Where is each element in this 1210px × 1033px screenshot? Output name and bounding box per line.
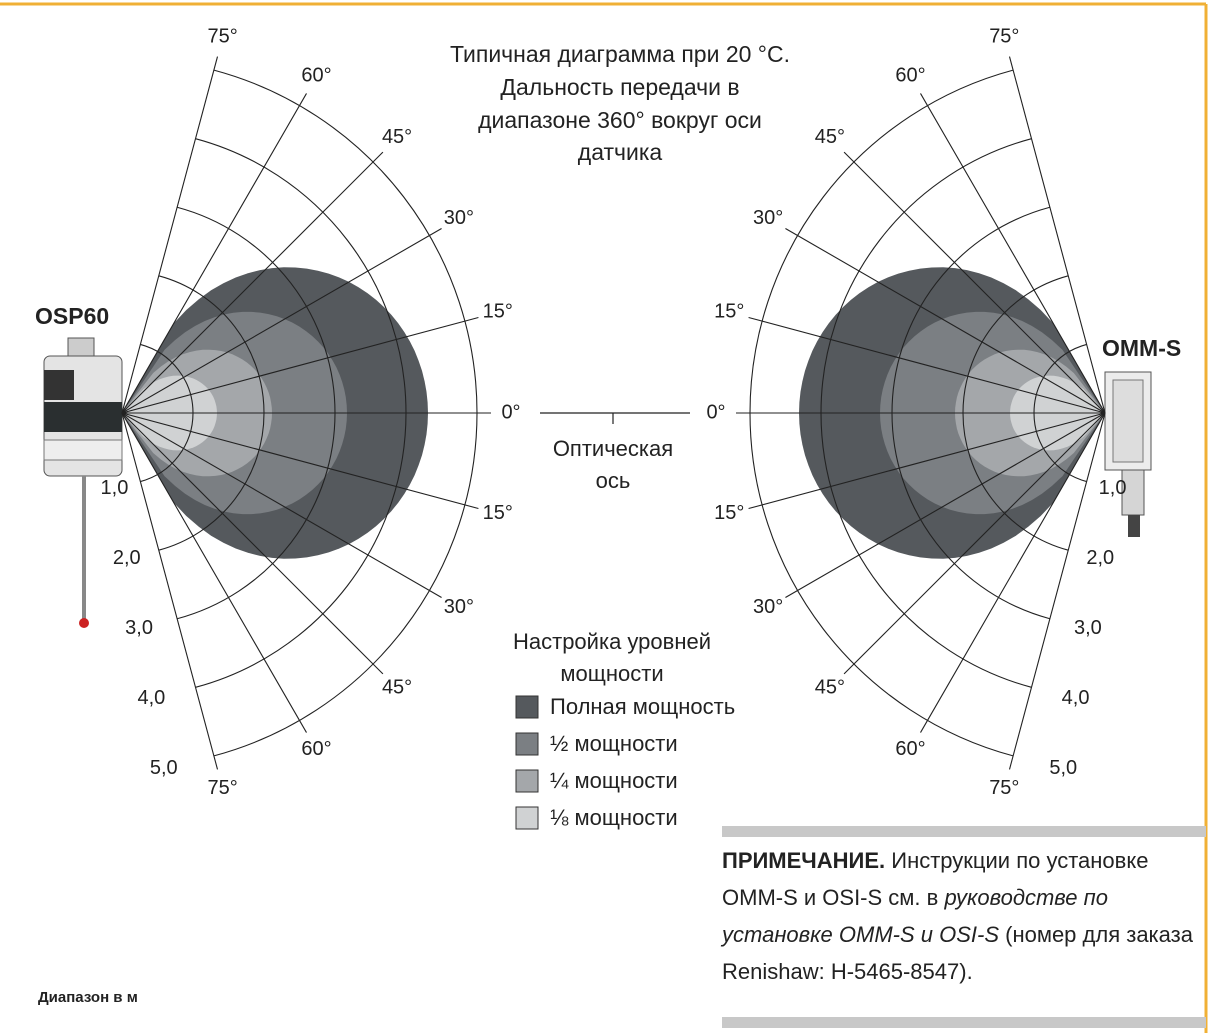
angle-spoke: [920, 93, 1106, 414]
osp60-device: [43, 337, 123, 628]
note-text: (номер для заказа Renishaw: H-5465-8547)…: [722, 922, 1193, 984]
legend-label: ½ мощности: [550, 731, 678, 756]
angle-spoke: [121, 412, 219, 770]
angle-label: 15°: [714, 301, 744, 323]
device-label: OSP60: [35, 303, 109, 329]
angle-label: 30°: [444, 207, 474, 229]
angle-label: 0°: [706, 401, 725, 423]
angle-label: 45°: [382, 126, 412, 148]
legend-swatch: [515, 732, 539, 756]
angle-spoke: [121, 412, 307, 733]
angle-label: 45°: [382, 676, 412, 698]
range-label: 5,0: [150, 757, 178, 779]
angle-spoke: [121, 412, 442, 598]
angle-label: 75°: [989, 777, 1019, 799]
range-label: 2,0: [1086, 547, 1114, 569]
angle-spoke: [1008, 56, 1106, 414]
left-polar: 1,0 2,0 3,0 4,0 5,0 15° 30° 45° 60° 75° 15° 30° 45° 6…: [101, 26, 521, 799]
angle-label: 45°: [815, 126, 845, 148]
range-label: 1,0: [1099, 477, 1127, 499]
right-polar: 1,0 2,0 3,0 4,0 5,0 15° 30° 45° 60° 75° 15° 30° 45° 6…: [706, 26, 1126, 799]
title-line: Дальность передачи в: [500, 74, 739, 100]
range-label: 3,0: [125, 617, 153, 639]
note-bar: [722, 1017, 1206, 1028]
legend-title: мощности: [560, 661, 663, 686]
angle-spoke: [785, 412, 1106, 598]
range-label: 1,0: [101, 477, 129, 499]
range-label: 3,0: [1074, 617, 1102, 639]
angle-label: 30°: [444, 596, 474, 618]
angle-spoke: [785, 228, 1106, 414]
range-label: 4,0: [138, 687, 166, 709]
angle-label: 30°: [753, 596, 783, 618]
angle-label: 15°: [483, 301, 513, 323]
angle-label: 60°: [895, 738, 925, 760]
note-bar: [722, 826, 1206, 837]
angle-label: 15°: [714, 502, 744, 524]
angle-spoke: [843, 151, 1106, 414]
angle-spoke: [121, 316, 479, 414]
angle-spoke: [121, 93, 307, 414]
title-line: диапазоне 360° вокруг оси: [478, 107, 762, 133]
angle-spoke: [121, 412, 384, 675]
angle-spoke: [920, 412, 1106, 733]
optical-axis-label: Оптическая: [553, 436, 673, 461]
angle-spoke: [748, 316, 1106, 414]
note: ПРИМЕЧАНИЕ. Инструкции по установке OMM-…: [722, 842, 1202, 990]
angle-spoke: [121, 412, 479, 510]
range-unit: Диапазон в м: [38, 989, 138, 1006]
title-line: Типичная диаграмма при 20 °C.: [450, 41, 790, 67]
legend-label: ⅛ мощности: [550, 805, 678, 830]
range-label: 4,0: [1062, 687, 1090, 709]
angle-spoke: [1008, 412, 1106, 770]
range-label: 2,0: [113, 547, 141, 569]
note-text: Инструкции по установке OMM-S и OSI-S см…: [722, 848, 1149, 910]
legend-swatch: [515, 769, 539, 793]
range-label: 5,0: [1049, 757, 1077, 779]
angle-spoke: [121, 228, 442, 414]
legend-title: Настройка уровней: [513, 629, 711, 654]
angle-spoke: [121, 151, 384, 414]
angle-label: 15°: [483, 502, 513, 524]
angle-label: 45°: [815, 676, 845, 698]
note-italic: руководстве по установке OMM-S и OSI-S: [722, 885, 1108, 947]
legend-swatch: [515, 695, 539, 719]
angle-label: 60°: [301, 738, 331, 760]
omm-s-device: [1104, 371, 1152, 537]
legend-label: Полная мощность: [550, 694, 735, 719]
angle-label: 60°: [895, 64, 925, 86]
angle-label: 75°: [208, 777, 238, 799]
legend-swatch: [515, 806, 539, 830]
angle-label: 30°: [753, 207, 783, 229]
angle-spoke: [748, 412, 1106, 510]
angle-spoke: [843, 412, 1106, 675]
note-lead: ПРИМЕЧАНИЕ.: [722, 848, 886, 873]
angle-label: 60°: [301, 64, 331, 86]
title-line: датчика: [578, 139, 663, 165]
angle-label: 0°: [501, 401, 520, 423]
device-label: OMM-S: [1102, 335, 1181, 361]
optical-axis-label: ось: [596, 468, 631, 493]
angle-label: 75°: [208, 26, 238, 48]
legend-label: ¼ мощности: [550, 768, 678, 793]
angle-label: 75°: [989, 26, 1019, 48]
angle-spoke: [121, 56, 219, 414]
